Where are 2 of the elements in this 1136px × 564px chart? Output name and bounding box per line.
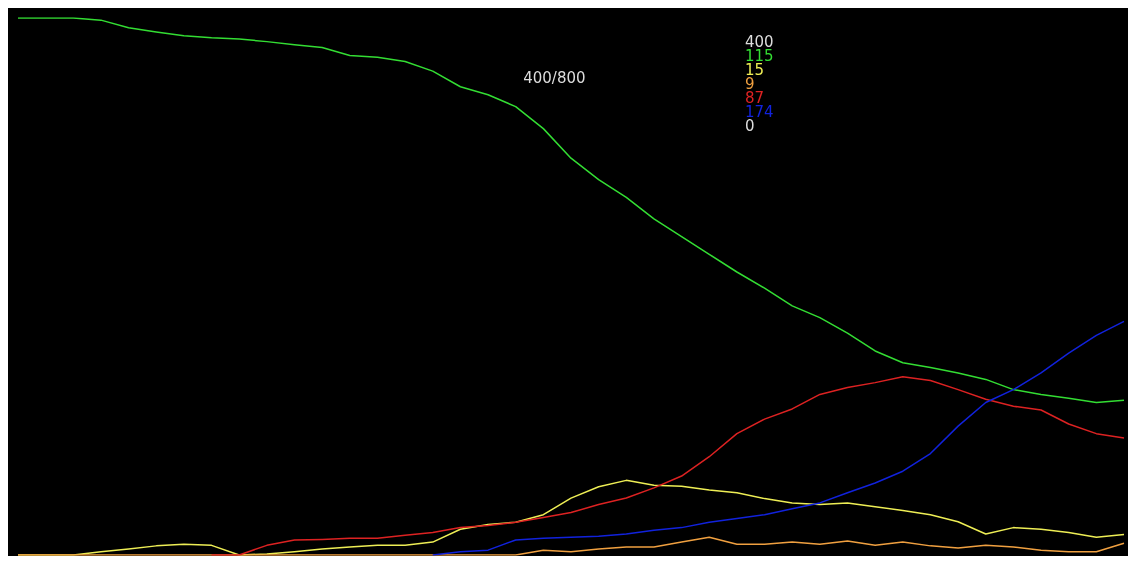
annotation: 400/800 xyxy=(523,68,586,87)
annotation: 0 xyxy=(745,116,755,135)
